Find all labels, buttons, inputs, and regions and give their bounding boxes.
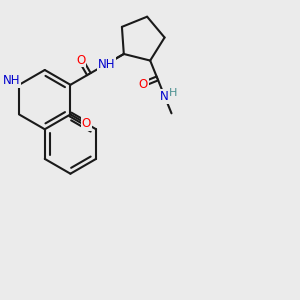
Text: N: N bbox=[160, 90, 169, 103]
Text: O: O bbox=[82, 117, 91, 130]
Text: O: O bbox=[76, 53, 86, 67]
Text: NH: NH bbox=[3, 74, 20, 87]
Text: NH: NH bbox=[98, 58, 115, 70]
Text: H: H bbox=[169, 88, 178, 98]
Text: O: O bbox=[139, 78, 148, 91]
